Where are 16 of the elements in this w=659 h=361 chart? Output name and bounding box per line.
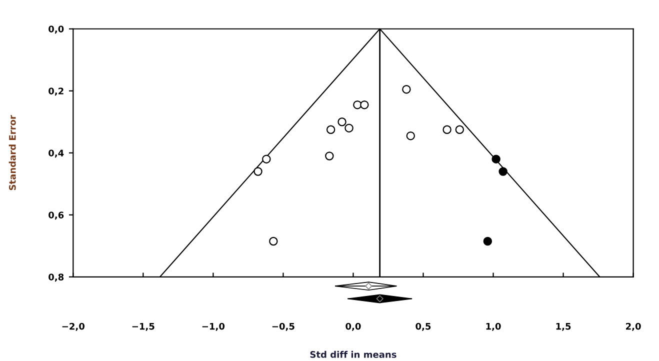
y-tick-label: 0,4 bbox=[48, 150, 64, 158]
x-tick-label: 2,0 bbox=[626, 322, 641, 331]
y-tick-label: 0,6 bbox=[48, 212, 64, 220]
x-tick-label: −0,5 bbox=[272, 322, 294, 331]
x-tick-label: 0,5 bbox=[416, 322, 431, 331]
y-tick-label: 0,8 bbox=[48, 274, 64, 282]
y-tick-label: 0,0 bbox=[48, 26, 64, 34]
y-axis-title: Standard Error bbox=[8, 115, 16, 190]
x-tick-label: 1,5 bbox=[556, 323, 571, 331]
x-axis-title: Std diff in means bbox=[310, 350, 396, 358]
x-tick-label: 1,0 bbox=[486, 322, 501, 331]
x-tick-label: −1,5 bbox=[132, 323, 154, 331]
x-tick-label: −2,0 bbox=[62, 322, 84, 331]
x-tick-label: 0,0 bbox=[346, 322, 361, 331]
y-tick-label: 0,2 bbox=[48, 88, 64, 96]
x-tick-label: −1,0 bbox=[202, 322, 225, 331]
